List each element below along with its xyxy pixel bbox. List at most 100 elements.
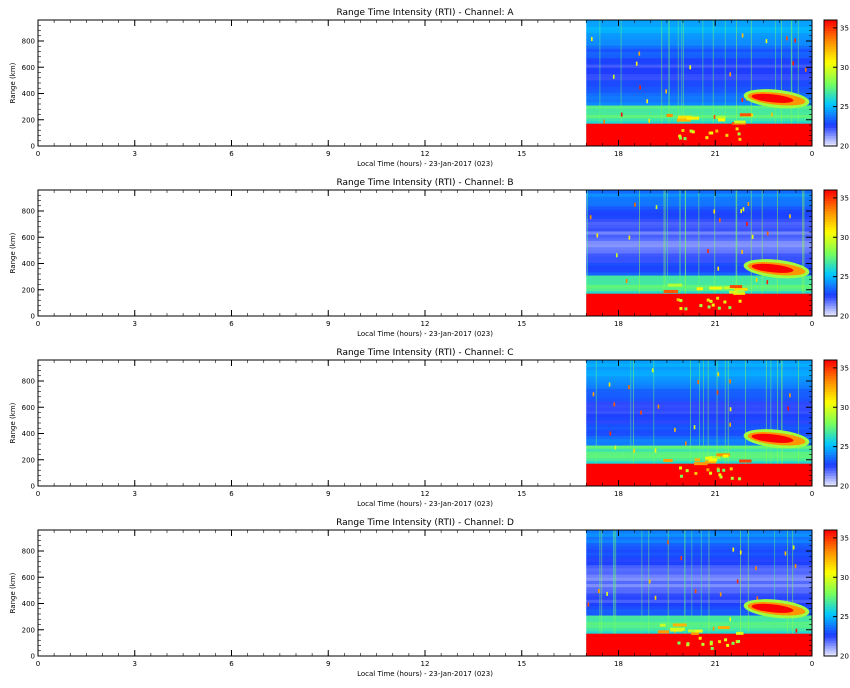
heatmap-speckle xyxy=(741,249,743,254)
heatmap-speckle xyxy=(755,566,757,571)
heatmap-streak xyxy=(774,530,776,634)
x-tick-label: 9 xyxy=(326,490,330,498)
heatmap-streak xyxy=(781,360,783,464)
heatmap-streak xyxy=(765,360,767,464)
heatmap-streak xyxy=(587,190,588,294)
heatmap-row xyxy=(586,611,812,616)
colorbar-tick-label: 35 xyxy=(840,194,849,202)
colorbar-step xyxy=(824,195,837,199)
rti-panel: Range Time Intensity (RTI) - Channel: B 0… xyxy=(9,178,849,338)
colorbar-step xyxy=(824,362,837,366)
heatmap-streak xyxy=(698,190,700,294)
heatmap-echo-clutter xyxy=(709,471,713,475)
colorbar-step xyxy=(824,402,837,406)
x-tick-label: 21 xyxy=(711,490,720,498)
heatmap-streak xyxy=(648,530,650,634)
heatmap-speckle xyxy=(639,85,641,90)
heatmap-speckle xyxy=(786,36,788,41)
heatmap-row xyxy=(586,117,812,122)
heatmap-echo-clutter xyxy=(704,460,717,464)
heatmap-speckle xyxy=(729,407,732,412)
heatmap-echo-clutter xyxy=(729,285,743,289)
heatmap-row xyxy=(586,57,812,62)
colorbar-step xyxy=(824,245,837,249)
heatmap-echo-clutter xyxy=(663,458,673,462)
colorbar-step xyxy=(824,543,837,547)
heatmap-speckle xyxy=(756,596,759,601)
colorbar-step xyxy=(824,67,837,71)
heatmap-speckle xyxy=(684,441,687,446)
heatmap-echo-clutter xyxy=(709,286,723,290)
heatmap-row xyxy=(586,580,812,585)
heatmap-speckle xyxy=(608,382,611,387)
heatmap-echo-clutter xyxy=(694,458,701,462)
heatmap-row xyxy=(586,86,812,90)
colorbar-step xyxy=(824,635,837,639)
heatmap-streak xyxy=(777,360,778,464)
colorbar-step xyxy=(824,93,837,97)
x-axis-label: Local Time (hours) - 23-Jan-2017 (023) xyxy=(357,500,493,508)
heatmap-speckle xyxy=(712,626,715,631)
x-tick-label: 6 xyxy=(229,660,234,668)
colorbar-tick-label: 20 xyxy=(840,653,849,661)
colorbar-step xyxy=(824,101,837,105)
heatmap-streak xyxy=(775,20,777,124)
heatmap-speckle xyxy=(654,448,657,453)
colorbar-tick-label: 25 xyxy=(840,103,849,111)
colorbar-step xyxy=(824,109,837,113)
heatmap-row xyxy=(586,539,812,544)
colorbar-step xyxy=(824,438,837,442)
colorbar-step xyxy=(824,642,837,646)
colorbar-step xyxy=(824,46,837,50)
heatmap-echo-clutter xyxy=(729,467,733,471)
x-tick-label: 0 xyxy=(36,490,40,498)
heatmap-speckle xyxy=(635,61,638,66)
colorbar-tick-label: 35 xyxy=(840,534,849,542)
heatmap-echo-clutter xyxy=(738,137,742,141)
colorbar-step xyxy=(824,619,837,623)
heatmap-row xyxy=(586,120,812,125)
colorbar-tick-label: 25 xyxy=(840,613,849,621)
colorbar-step xyxy=(824,226,837,230)
x-tick-label: 6 xyxy=(229,490,234,498)
heatmap-speckle xyxy=(694,589,697,594)
colorbar-step xyxy=(824,190,837,194)
x-tick-label: 21 xyxy=(711,320,720,328)
heatmap-speckle xyxy=(633,448,635,453)
colorbar-step xyxy=(824,399,837,403)
heatmap-echo-clutter xyxy=(719,475,723,479)
colorbar-step xyxy=(824,127,837,131)
heatmap-row xyxy=(586,545,812,550)
colorbar-step xyxy=(824,297,837,301)
colorbar-step xyxy=(824,621,837,625)
heatmap-echo-clutter xyxy=(716,469,720,473)
heatmap-speckle xyxy=(587,602,590,607)
heatmap-echo-clutter xyxy=(737,289,745,293)
heatmap-row xyxy=(586,586,812,591)
echo-band xyxy=(751,93,794,103)
heatmap-speckle xyxy=(697,380,699,385)
colorbar-step xyxy=(824,645,837,649)
x-tick-label: 18 xyxy=(614,320,623,328)
heatmap-echo-clutter xyxy=(705,456,713,460)
x-tick-label: 6 xyxy=(229,150,234,158)
heatmap-streak xyxy=(736,20,738,124)
colorbar-tick-label: 30 xyxy=(840,404,849,412)
x-tick-label: 12 xyxy=(421,320,430,328)
heatmap-streak xyxy=(707,360,709,464)
colorbar-step xyxy=(824,221,837,225)
heatmap-echo-clutter xyxy=(678,115,692,119)
panel-title: Range Time Intensity (RTI) - Channel: C xyxy=(336,348,513,358)
heatmap-row xyxy=(586,561,812,566)
colorbar-step xyxy=(824,394,837,398)
colorbar-step xyxy=(824,106,837,110)
heatmap-row xyxy=(586,593,812,597)
heatmap-echo-clutter xyxy=(678,134,682,138)
colorbar-step xyxy=(824,548,837,552)
panel-title: Range Time Intensity (RTI) - Channel: B xyxy=(336,178,513,188)
heatmap-row xyxy=(586,536,812,540)
colorbar-step xyxy=(824,388,837,392)
heatmap-echo-clutter xyxy=(708,456,721,460)
heatmap-streak xyxy=(664,190,666,294)
heatmap-streak xyxy=(620,20,622,124)
